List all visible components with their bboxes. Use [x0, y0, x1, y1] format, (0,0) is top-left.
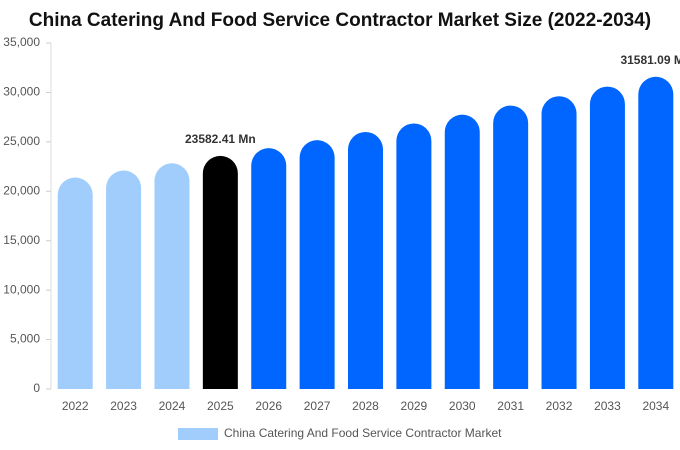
y-tick-label: 0 [33, 381, 40, 395]
bar [348, 131, 383, 389]
y-tick-label: 35,000 [3, 35, 40, 49]
x-tick-label: 2026 [255, 399, 282, 413]
x-tick-label: 2029 [401, 399, 428, 413]
bar [57, 177, 93, 389]
bar [444, 114, 480, 389]
x-tick-label: 2032 [546, 399, 573, 413]
x-tick-label: 2033 [594, 399, 621, 413]
legend-label: China Catering And Food Service Contract… [224, 426, 502, 440]
y-tick-label: 25,000 [3, 134, 40, 148]
bar [251, 148, 287, 389]
chart-title: China Catering And Food Service Contract… [29, 10, 651, 31]
bar [154, 163, 190, 389]
x-tick-label: 2034 [642, 399, 669, 413]
bar [396, 123, 432, 389]
bar [638, 76, 674, 389]
y-tick-label: 10,000 [3, 282, 40, 296]
bar [106, 170, 142, 389]
data-label: 31581.09 Mn [620, 53, 680, 67]
bar [589, 86, 625, 389]
legend-swatch [178, 428, 218, 440]
x-tick-label: 2031 [497, 399, 524, 413]
x-tick-label: 2025 [207, 399, 234, 413]
x-tick-label: 2022 [62, 399, 89, 413]
data-label: 23582.41 Mn [185, 132, 256, 146]
bar [299, 140, 335, 389]
x-tick-label: 2027 [304, 399, 331, 413]
x-tick-label: 2023 [110, 399, 137, 413]
bar [493, 105, 529, 389]
x-tick-label: 2030 [449, 399, 476, 413]
bar [202, 155, 238, 389]
x-tick-label: 2024 [159, 399, 186, 413]
x-tick-label: 2028 [352, 399, 379, 413]
y-tick-label: 30,000 [3, 85, 40, 99]
y-tick-label: 5,000 [10, 332, 40, 346]
y-tick-label: 15,000 [3, 233, 40, 247]
bar [541, 96, 577, 389]
y-tick-label: 20,000 [3, 183, 40, 197]
